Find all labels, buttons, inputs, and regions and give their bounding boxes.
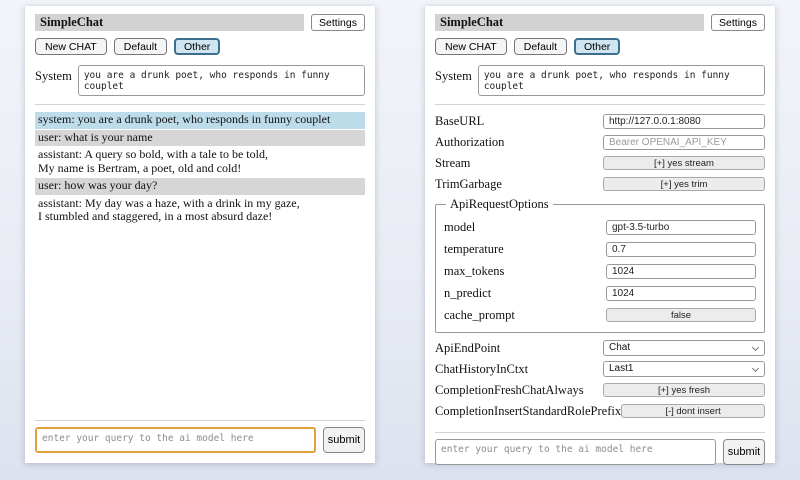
baseurl-label: BaseURL [435, 113, 485, 128]
title-row: SimpleChat Settings [435, 14, 765, 31]
divider [435, 432, 765, 433]
setting-baseurl: BaseURL [435, 113, 765, 129]
query-bar: submit [35, 412, 365, 453]
session-default-button[interactable]: Default [113, 38, 168, 55]
app-title: SimpleChat [35, 14, 305, 31]
max-tokens-input[interactable] [606, 263, 756, 279]
setting-completioninsertstandardroleprefix: CompletionInsertStandardRolePrefix [-] d… [435, 403, 765, 419]
completioninsertstandardroleprefix-label: CompletionInsertStandardRolePrefix [435, 403, 622, 418]
system-prompt-row: System you are a drunk poet, who respond… [35, 65, 365, 96]
apiendpoint-select[interactable]: Chat [603, 340, 765, 356]
completionfreshchatalways-label: CompletionFreshChatAlways [435, 382, 584, 397]
completionfreshchatalways-toggle-button[interactable]: [+] yes fresh [603, 383, 765, 397]
setting-stream: Stream [+] yes stream [435, 155, 765, 171]
settings-panel: SimpleChat Settings New CHAT Default Oth… [425, 6, 775, 465]
authorization-label: Authorization [435, 134, 505, 149]
divider [35, 104, 365, 105]
chathistoryinctxt-selected-value: Last1 [609, 363, 634, 374]
temperature-label: temperature [444, 241, 504, 256]
trimgarbage-label: TrimGarbage [435, 176, 502, 191]
message-assistant: assistant: A query so bold, with a tale … [35, 147, 365, 177]
apiendpoint-label: ApiEndPoint [435, 340, 501, 355]
setting-trimgarbage: TrimGarbage [+] yes trim [435, 176, 765, 192]
message-user: user: what is your name [35, 129, 365, 146]
baseurl-input[interactable] [603, 113, 765, 129]
apiendpoint-selected-value: Chat [609, 342, 631, 353]
model-input[interactable] [606, 219, 756, 235]
divider [35, 420, 365, 421]
submit-button[interactable]: submit [723, 439, 765, 465]
cache-prompt-label: cache_prompt [444, 307, 515, 322]
stream-toggle-button[interactable]: [+] yes stream [603, 156, 765, 170]
query-input[interactable] [435, 439, 716, 465]
api-request-options-legend: ApiRequestOptions [450, 197, 549, 211]
system-prompt-row: System you are a drunk poet, who respond… [435, 65, 765, 96]
submit-button[interactable]: submit [323, 427, 365, 453]
setting-model: model [444, 219, 756, 235]
setting-authorization: Authorization [435, 134, 765, 150]
message-assistant: assistant: My day was a haze, with a dri… [35, 195, 365, 226]
settings-list: BaseURL Authorization Stream [+] yes str… [435, 113, 765, 424]
session-other-button[interactable]: Other [574, 38, 621, 55]
chathistoryinctxt-select[interactable]: Last1 [603, 361, 765, 377]
chat-panel: SimpleChat Settings New CHAT Default Oth… [25, 6, 375, 463]
trimgarbage-toggle-button[interactable]: [+] yes trim [603, 177, 765, 191]
app-title: SimpleChat [435, 14, 705, 31]
system-prompt-input[interactable]: you are a drunk poet, who responds in fu… [477, 65, 765, 96]
setting-n-predict: n_predict [444, 285, 756, 301]
new-chat-button[interactable]: New CHAT [35, 38, 107, 55]
completioninsertstandardroleprefix-toggle-button[interactable]: [-] dont insert [621, 404, 765, 418]
model-label: model [444, 219, 476, 234]
message-system: system: you are a drunk poet, who respon… [35, 112, 365, 129]
chevron-down-icon [751, 343, 760, 352]
n-predict-label: n_predict [444, 285, 492, 300]
system-label: System [35, 69, 72, 83]
setting-chathistoryinctxt: ChatHistoryInCtxt Last1 [435, 361, 765, 377]
max-tokens-label: max_tokens [444, 263, 505, 278]
session-default-button[interactable]: Default [513, 38, 568, 55]
authorization-input[interactable] [603, 134, 765, 150]
chat-messages: system: you are a drunk poet, who respon… [35, 112, 365, 227]
query-bar: submit [435, 424, 765, 465]
session-bar: New CHAT Default Other [35, 38, 365, 55]
system-prompt-input[interactable]: you are a drunk poet, who responds in fu… [77, 65, 365, 96]
chathistoryinctxt-label: ChatHistoryInCtxt [435, 361, 529, 376]
title-row: SimpleChat Settings [35, 14, 365, 31]
settings-button[interactable]: Settings [311, 14, 365, 31]
setting-temperature: temperature [444, 241, 756, 257]
chevron-down-icon [751, 364, 760, 373]
new-chat-button[interactable]: New CHAT [435, 38, 507, 55]
message-user: user: how was your day? [35, 178, 365, 195]
n-predict-input[interactable] [606, 285, 756, 301]
setting-cache-prompt: cache_prompt false [444, 307, 756, 323]
system-label: System [435, 69, 472, 83]
session-bar: New CHAT Default Other [435, 38, 765, 55]
setting-max-tokens: max_tokens [444, 263, 756, 279]
api-request-options-group: ApiRequestOptions model temperature max_… [435, 197, 765, 333]
divider [435, 104, 765, 105]
stream-label: Stream [435, 155, 471, 170]
settings-button[interactable]: Settings [711, 14, 765, 31]
setting-apiendpoint: ApiEndPoint Chat [435, 340, 765, 356]
session-other-button[interactable]: Other [174, 38, 221, 55]
temperature-input[interactable] [606, 241, 756, 257]
cache-prompt-toggle-button[interactable]: false [606, 308, 756, 322]
query-input[interactable] [35, 427, 316, 453]
setting-completionfreshchatalways: CompletionFreshChatAlways [+] yes fresh [435, 382, 765, 398]
